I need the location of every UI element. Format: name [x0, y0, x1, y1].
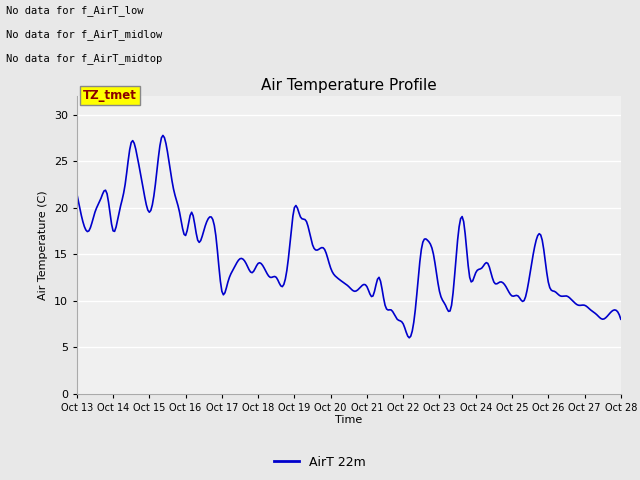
Text: TZ_tmet: TZ_tmet [83, 89, 137, 102]
Y-axis label: Air Temperature (C): Air Temperature (C) [38, 190, 48, 300]
Legend: AirT 22m: AirT 22m [269, 451, 371, 474]
Text: No data for f_AirT_low: No data for f_AirT_low [6, 5, 144, 16]
X-axis label: Time: Time [335, 415, 362, 425]
Title: Air Temperature Profile: Air Temperature Profile [261, 78, 436, 94]
Text: No data for f_AirT_midtop: No data for f_AirT_midtop [6, 53, 163, 64]
Text: No data for f_AirT_midlow: No data for f_AirT_midlow [6, 29, 163, 40]
